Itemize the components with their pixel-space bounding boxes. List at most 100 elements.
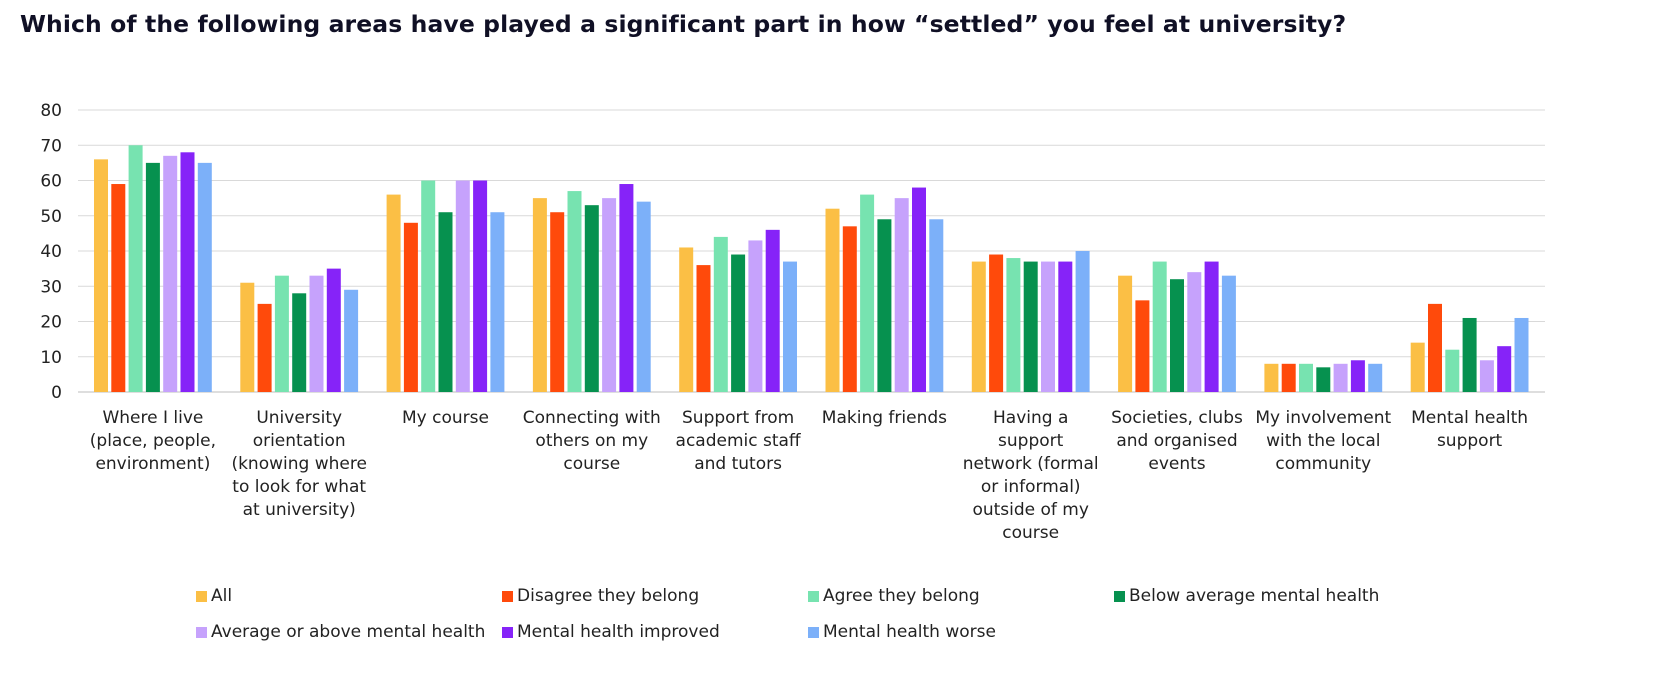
- legend-item: All: [196, 586, 232, 606]
- bar: [490, 212, 505, 392]
- category-label: Societies, clubs and organised events: [1111, 408, 1243, 474]
- category-label: Having a support network (formal or informa…: [963, 408, 1099, 543]
- bar: [877, 219, 892, 392]
- bar: [912, 187, 926, 392]
- y-tick-label: 60: [40, 172, 62, 192]
- y-axis-tick-labels: 0 10 20 30 40 50 60 70 80: [40, 101, 62, 403]
- y-tick-label: 20: [40, 313, 62, 333]
- bar: [1410, 342, 1425, 392]
- bar: [602, 198, 617, 392]
- category-label: Making friends: [822, 408, 947, 428]
- bar: [1058, 261, 1073, 392]
- y-tick-label: 10: [40, 348, 62, 368]
- bar: [1221, 275, 1236, 392]
- bar: [584, 205, 599, 392]
- bar: [1264, 363, 1279, 392]
- category-labels: Where I live (place, people, environment)U…: [90, 408, 1528, 543]
- bar: [128, 145, 143, 392]
- category-label: Connecting with others on my course: [523, 408, 661, 474]
- bar: [1281, 363, 1296, 392]
- bar: [1135, 300, 1150, 392]
- legend-label: Mental health worse: [823, 622, 996, 642]
- bar: [292, 293, 307, 392]
- bar: [240, 282, 255, 392]
- legend-label: Disagree they belong: [517, 586, 700, 606]
- bar: [1368, 363, 1383, 392]
- bar: [455, 180, 470, 392]
- legend-item: Below average mental health: [1114, 586, 1379, 606]
- bar: [619, 184, 634, 392]
- y-tick-label: 70: [40, 136, 62, 156]
- bar: [1152, 261, 1167, 392]
- bar: [532, 198, 547, 392]
- bar: [860, 194, 875, 392]
- legend-swatch: [808, 626, 819, 638]
- bar: [94, 159, 108, 392]
- category-label: My course: [402, 408, 489, 428]
- legend-swatch: [196, 626, 207, 638]
- bar: [1445, 349, 1460, 392]
- bar: [971, 261, 986, 392]
- legend: All Disagree they belong Agree they belong…: [196, 586, 1466, 666]
- bar: [929, 219, 944, 392]
- bar: [636, 201, 651, 392]
- bar: [731, 254, 746, 392]
- legend-label: Agree they belong: [823, 586, 980, 606]
- bar: [783, 261, 797, 392]
- bar: [111, 184, 126, 392]
- bar: [696, 265, 711, 392]
- legend-swatch: [502, 626, 513, 638]
- bar: [1428, 303, 1442, 392]
- legend-label: Average or above mental health: [211, 622, 486, 642]
- y-tick-label: 50: [40, 207, 62, 227]
- legend-label: Mental health improved: [517, 622, 720, 642]
- y-tick-label: 30: [40, 277, 62, 297]
- bar: [1497, 346, 1512, 392]
- bar: [163, 155, 178, 392]
- legend-item: Agree they belong: [808, 586, 980, 606]
- bar: [1118, 275, 1133, 392]
- bar: [326, 268, 341, 392]
- y-tick-label: 0: [51, 383, 62, 403]
- bar: [1462, 317, 1477, 392]
- bar: [894, 198, 909, 392]
- bar: [1316, 367, 1331, 392]
- bar: [1299, 363, 1313, 392]
- bar: [1514, 317, 1529, 392]
- bar: [344, 289, 359, 392]
- legend-swatch: [1114, 590, 1125, 602]
- bar: [421, 180, 436, 392]
- bar: [473, 180, 488, 392]
- y-tick-label: 80: [40, 101, 62, 121]
- bar: [180, 152, 195, 392]
- bar: [386, 194, 401, 392]
- chart-title: Which of the following areas have played…: [20, 10, 1347, 38]
- bar: [1350, 360, 1365, 392]
- bars: [94, 145, 1529, 392]
- bar: [567, 191, 582, 392]
- bar: [274, 275, 289, 392]
- bar: [679, 247, 694, 392]
- bar: [438, 212, 453, 392]
- bar: [713, 236, 728, 392]
- bar: [842, 226, 857, 392]
- bar: [748, 240, 763, 392]
- legend-swatch: [502, 590, 513, 602]
- y-tick-label: 40: [40, 242, 62, 262]
- bar: [1170, 279, 1184, 392]
- bar: [550, 212, 565, 392]
- bar: [1006, 258, 1021, 392]
- legend-item: Disagree they belong: [502, 586, 699, 606]
- bar: [257, 303, 272, 392]
- legend-label: All: [211, 586, 233, 606]
- bar: [197, 162, 212, 392]
- bar: [403, 222, 418, 392]
- bar: [1479, 360, 1494, 392]
- bar: [1041, 261, 1055, 392]
- category-label: Where I live (place, people, environment): [90, 408, 216, 474]
- legend-label: Below average mental health: [1129, 586, 1380, 606]
- category-label: Mental health support: [1411, 408, 1528, 451]
- bar: [1075, 251, 1090, 392]
- bar: [1204, 261, 1219, 392]
